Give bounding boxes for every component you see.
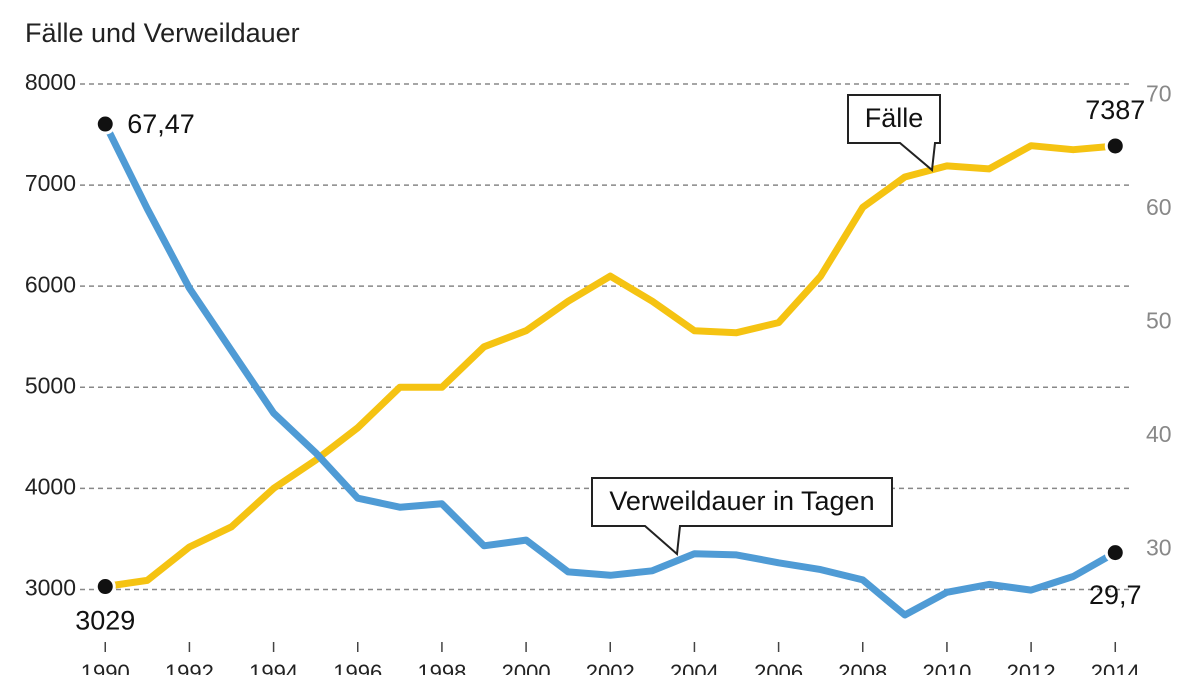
value-label: 3029 — [75, 606, 135, 636]
x-tick-label: 2000 — [502, 660, 551, 675]
chart-subtitle: Fälle und Verweildauer — [25, 18, 300, 48]
y2-tick-label: 70 — [1146, 80, 1172, 106]
series-line — [102, 122, 1118, 619]
x-tick-label: 2008 — [838, 660, 887, 675]
x-tick-label: 2010 — [922, 660, 971, 675]
end-point — [94, 576, 116, 598]
x-tick-label: 2006 — [754, 660, 803, 675]
y-tick-label: 8000 — [25, 69, 76, 95]
y-tick-label: 4000 — [25, 473, 76, 499]
value-label: 7387 — [1085, 95, 1145, 125]
series-line — [104, 142, 1116, 590]
value-label: 29,7 — [1089, 580, 1142, 610]
end-point — [94, 113, 116, 135]
x-tick-label: 2014 — [1091, 660, 1140, 675]
y2-tick-label: 30 — [1146, 534, 1172, 560]
x-tick-label: 1994 — [249, 660, 298, 675]
y-tick-label: 3000 — [25, 575, 76, 601]
end-point — [1104, 542, 1126, 564]
legend-label: Verweildauer in Tagen — [609, 486, 874, 516]
x-tick-label: 1990 — [81, 660, 130, 675]
x-tick-label: 1992 — [165, 660, 214, 675]
callout-box — [847, 94, 941, 172]
callout-box — [591, 477, 893, 557]
y-tick-label: 7000 — [25, 170, 76, 196]
y-tick-label: 6000 — [25, 271, 76, 297]
legend-callout: Verweildauer in Tagen — [591, 477, 893, 557]
end-point — [1104, 135, 1126, 157]
y-tick-label: 5000 — [25, 372, 76, 398]
y2-tick-label: 60 — [1146, 194, 1172, 220]
x-tick-label: 1998 — [417, 660, 466, 675]
x-tick-label: 2002 — [586, 660, 635, 675]
legend-callout: Fälle — [847, 94, 941, 172]
value-label: 67,47 — [127, 109, 195, 139]
x-tick-label: 1996 — [333, 660, 382, 675]
y2-tick-label: 40 — [1146, 421, 1172, 447]
legend-label: Fälle — [865, 103, 924, 133]
x-tick-label: 2012 — [1007, 660, 1056, 675]
x-tick-label: 2004 — [670, 660, 719, 675]
y2-tick-label: 50 — [1146, 307, 1172, 333]
